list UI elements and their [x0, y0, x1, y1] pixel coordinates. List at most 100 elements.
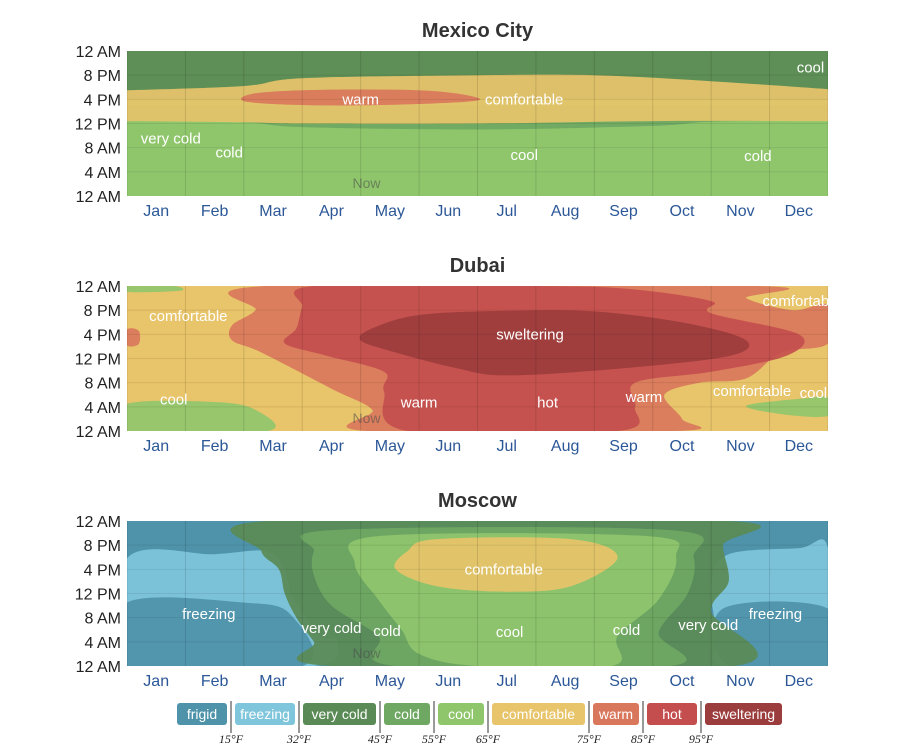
legend-label-comfortable: comfortable [502, 706, 575, 722]
band-label-comfortable: comfortable [465, 561, 543, 578]
band-sweltering [359, 310, 750, 376]
chart-panel-mexico-city: Mexico City warm comfortable cool very cold c… [75, 20, 828, 220]
x-tick-label-nov: Nov [726, 203, 754, 220]
x-tick-label-dec: Dec [785, 203, 813, 220]
band-label-freezing: freezing [182, 606, 235, 623]
x-tick-label-jan: Jan [143, 673, 169, 690]
x-tick-label-oct: Oct [670, 203, 695, 220]
legend-threshold-label: 65°F [476, 732, 501, 746]
band-cool [127, 400, 276, 431]
band-label-warm: warm [341, 91, 379, 108]
legend-threshold-label: 55°F [422, 732, 447, 746]
y-tick-label: 8 PM [84, 538, 121, 555]
x-tick-label-dec: Dec [785, 438, 813, 455]
band-label-hot: hot [537, 395, 559, 412]
legend-threshold-label: 32°F [286, 732, 312, 746]
y-tick-label: 12 PM [75, 117, 121, 134]
legend-swatch-sweltering [705, 703, 782, 725]
x-tick-label-may: May [375, 673, 405, 690]
legend-swatch-freezing [235, 703, 295, 725]
band-label-cold: cold [613, 622, 641, 639]
y-tick-label: 12 AM [76, 44, 121, 61]
legend-swatch-frigid [177, 703, 227, 725]
x-tick-label-jun: Jun [435, 673, 461, 690]
band-label-comfortable: comfortable [713, 383, 791, 400]
x-tick-label-apr: Apr [319, 673, 345, 690]
band-label-freezing: freezing [749, 606, 802, 623]
x-tick-label-mar: Mar [259, 438, 287, 455]
x-tick-label-apr: Apr [319, 438, 345, 455]
x-tick-label-mar: Mar [259, 673, 287, 690]
x-tick-label-mar: Mar [259, 203, 287, 220]
band-warm [240, 89, 481, 106]
legend-swatch-very-cold [303, 703, 376, 725]
x-tick-label-jun: Jun [435, 438, 461, 455]
y-tick-label: 8 PM [84, 303, 121, 320]
x-tick-label-apr: Apr [319, 203, 345, 220]
chart-title: Dubai [450, 255, 506, 277]
now-marker: Now [353, 410, 382, 426]
y-tick-label: 12 AM [76, 189, 121, 206]
band-cool [746, 396, 828, 417]
legend-swatch-hot [647, 703, 697, 725]
band-frigid [127, 597, 314, 666]
legend-threshold-label: 95°F [689, 732, 714, 746]
y-tick-label: 4 PM [84, 562, 121, 579]
band-label-very-cold: very cold [141, 131, 201, 148]
band-label-very-cold: very cold [678, 617, 738, 634]
legend-label-cool: cool [448, 706, 474, 722]
legend-swatch-comfortable [492, 703, 585, 725]
legend-swatch-warm [593, 703, 639, 725]
chart-panel-moscow: Moscow comfortable freezing freezing very co… [75, 490, 828, 690]
legend-swatch-cool [438, 703, 484, 725]
y-tick-label: 8 AM [85, 611, 121, 628]
legend-label-very-cold: very cold [311, 706, 367, 722]
band-label-cold: cold [744, 148, 772, 165]
band-label-comfortable: comfortable [149, 308, 227, 325]
x-tick-label-oct: Oct [670, 673, 695, 690]
chart-title: Moscow [438, 490, 517, 512]
y-tick-label: 4 PM [84, 327, 121, 344]
x-tick-label-feb: Feb [201, 203, 229, 220]
legend-threshold-label: 15°F [219, 732, 244, 746]
legend-label-cold: cold [394, 706, 420, 722]
x-tick-label-feb: Feb [201, 438, 229, 455]
legend-threshold-label: 45°F [368, 732, 393, 746]
plot-area [127, 521, 828, 666]
x-tick-label-nov: Nov [726, 438, 754, 455]
band-comfortable [394, 537, 618, 592]
plot-area [127, 286, 828, 431]
x-tick-label-aug: Aug [551, 673, 579, 690]
x-tick-label-jul: Jul [496, 203, 516, 220]
y-tick-label: 12 AM [76, 514, 121, 531]
x-tick-label-may: May [375, 203, 405, 220]
legend-label-freezing: freezing [240, 706, 290, 722]
legend-label-frigid: frigid [187, 706, 217, 722]
band-label-sweltering: sweltering [496, 326, 564, 343]
x-tick-label-jan: Jan [143, 438, 169, 455]
legend-threshold-label: 75°F [577, 732, 602, 746]
plot-area [127, 51, 828, 196]
y-tick-label: 12 AM [76, 279, 121, 296]
x-tick-label-nov: Nov [726, 673, 754, 690]
band-label-cool: cool [160, 392, 188, 409]
chart-title: Mexico City [422, 20, 534, 42]
band-cool [127, 135, 828, 178]
band-label-comfortable: comfortable [485, 91, 563, 108]
y-tick-label: 12 AM [76, 424, 121, 441]
band-label-cold: cold [373, 623, 401, 640]
x-tick-label-oct: Oct [670, 438, 695, 455]
now-marker: Now [353, 175, 382, 191]
x-tick-label-jan: Jan [143, 203, 169, 220]
y-tick-label: 8 PM [84, 68, 121, 85]
band-cool [127, 286, 184, 293]
legend-swatch-cold [384, 703, 430, 725]
legend-threshold-label: 85°F [631, 732, 656, 746]
x-tick-label-jul: Jul [496, 673, 516, 690]
y-tick-label: 12 PM [75, 352, 121, 369]
x-tick-label-feb: Feb [201, 673, 229, 690]
x-tick-label-sep: Sep [609, 438, 638, 455]
band-label-warm: warm [625, 389, 663, 406]
band-label-cool: cool [510, 147, 538, 164]
